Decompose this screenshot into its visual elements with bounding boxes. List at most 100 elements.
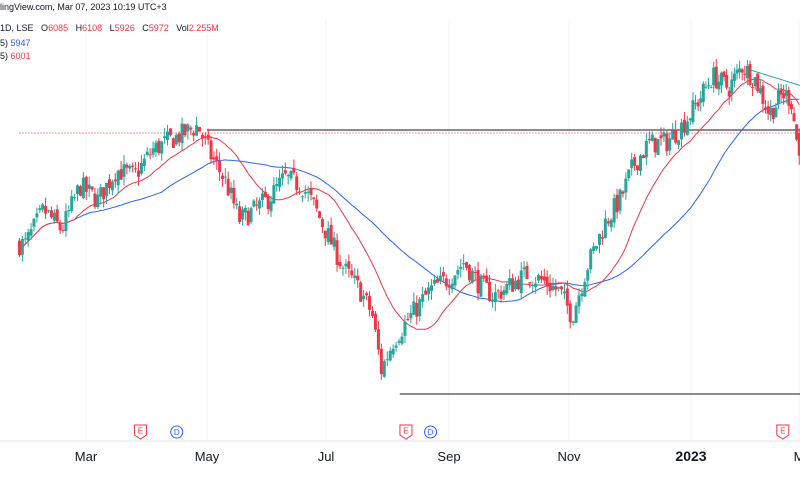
candle[interactable]: [58, 219, 62, 235]
candle[interactable]: [326, 221, 330, 245]
candle[interactable]: [385, 351, 389, 366]
candle[interactable]: [44, 197, 48, 219]
trendline-segment[interactable]: [750, 69, 800, 86]
ma-slow-legend[interactable]: 5) 5947: [0, 38, 31, 48]
candle[interactable]: [32, 217, 36, 232]
candle[interactable]: [99, 183, 103, 205]
candle[interactable]: [362, 290, 366, 307]
candle[interactable]: [55, 204, 59, 223]
candle[interactable]: [565, 280, 569, 314]
candle[interactable]: [183, 123, 187, 138]
candle[interactable]: [542, 268, 546, 285]
candle[interactable]: [539, 270, 543, 284]
candle[interactable]: [560, 286, 564, 295]
candle[interactable]: [638, 154, 642, 176]
candle[interactable]: [235, 197, 239, 210]
candle[interactable]: [554, 279, 558, 297]
candle[interactable]: [295, 172, 299, 196]
candle[interactable]: [171, 137, 175, 148]
candle[interactable]: [49, 206, 53, 219]
candle[interactable]: [717, 74, 721, 96]
candle[interactable]: [168, 128, 172, 137]
candle[interactable]: [206, 128, 210, 145]
candle[interactable]: [96, 188, 100, 210]
candle[interactable]: [674, 120, 678, 145]
candle[interactable]: [315, 194, 319, 212]
candle[interactable]: [447, 278, 451, 296]
candle[interactable]: [516, 275, 520, 291]
candle[interactable]: [745, 59, 749, 86]
candle[interactable]: [220, 172, 224, 187]
candle[interactable]: [577, 288, 581, 314]
candle[interactable]: [598, 233, 601, 254]
candle[interactable]: [116, 169, 120, 194]
candle[interactable]: [160, 140, 164, 161]
candle[interactable]: [154, 139, 158, 158]
candle[interactable]: [488, 275, 492, 302]
time-axis[interactable]: Mar May Jul Sep Nov 2023 M: [75, 448, 800, 464]
candle[interactable]: [656, 138, 660, 156]
candle[interactable]: [782, 84, 786, 105]
candle[interactable]: [359, 280, 363, 302]
candle[interactable]: [712, 61, 716, 93]
candle[interactable]: [432, 274, 436, 286]
candle[interactable]: [574, 302, 578, 324]
candle[interactable]: [373, 311, 377, 332]
candle[interactable]: [320, 217, 324, 233]
candle[interactable]: [644, 133, 648, 166]
candle[interactable]: [462, 254, 466, 271]
candle[interactable]: [665, 129, 669, 156]
candle[interactable]: [370, 306, 374, 319]
candle[interactable]: [621, 190, 625, 198]
candle[interactable]: [714, 58, 718, 90]
dividend-marker[interactable]: D: [170, 425, 184, 439]
candle[interactable]: [586, 268, 590, 290]
candle[interactable]: [252, 199, 256, 208]
candle[interactable]: [90, 186, 94, 192]
candle[interactable]: [26, 228, 30, 247]
candle[interactable]: [730, 71, 734, 102]
candle[interactable]: [350, 264, 354, 279]
earnings-marker[interactable]: E: [399, 424, 413, 440]
candle[interactable]: [508, 269, 512, 291]
candle[interactable]: [218, 152, 222, 181]
candle[interactable]: [682, 112, 686, 137]
candle[interactable]: [38, 204, 42, 214]
candle[interactable]: [266, 193, 270, 215]
candle[interactable]: [323, 230, 327, 246]
candle[interactable]: [397, 338, 401, 346]
candle[interactable]: [519, 262, 523, 300]
earnings-marker[interactable]: E: [776, 424, 790, 440]
candle[interactable]: [476, 261, 480, 301]
candle[interactable]: [534, 277, 538, 294]
candle[interactable]: [338, 254, 342, 270]
candle[interactable]: [272, 177, 276, 204]
candle[interactable]: [137, 161, 141, 186]
candle[interactable]: [761, 81, 765, 113]
candle[interactable]: [166, 124, 170, 146]
candle[interactable]: [226, 171, 230, 197]
candle[interactable]: [93, 188, 97, 209]
candle[interactable]: [725, 69, 729, 90]
candle[interactable]: [421, 286, 425, 308]
candle[interactable]: [105, 182, 109, 204]
candle[interactable]: [580, 288, 584, 302]
candle[interactable]: [23, 232, 27, 245]
candle[interactable]: [84, 175, 88, 201]
candle[interactable]: [618, 188, 622, 215]
candle[interactable]: [87, 176, 91, 197]
candle[interactable]: [753, 76, 757, 90]
candle[interactable]: [748, 60, 752, 87]
candle[interactable]: [102, 187, 106, 208]
candle[interactable]: [774, 103, 778, 118]
candle[interactable]: [134, 161, 138, 173]
candle[interactable]: [650, 131, 654, 142]
candle[interactable]: [20, 235, 24, 262]
candle[interactable]: [784, 84, 788, 104]
candlestick-series[interactable]: [17, 58, 800, 380]
candle[interactable]: [286, 173, 290, 185]
candle[interactable]: [779, 83, 783, 103]
candle[interactable]: [382, 359, 386, 378]
candle[interactable]: [592, 242, 596, 254]
candle[interactable]: [200, 132, 204, 147]
